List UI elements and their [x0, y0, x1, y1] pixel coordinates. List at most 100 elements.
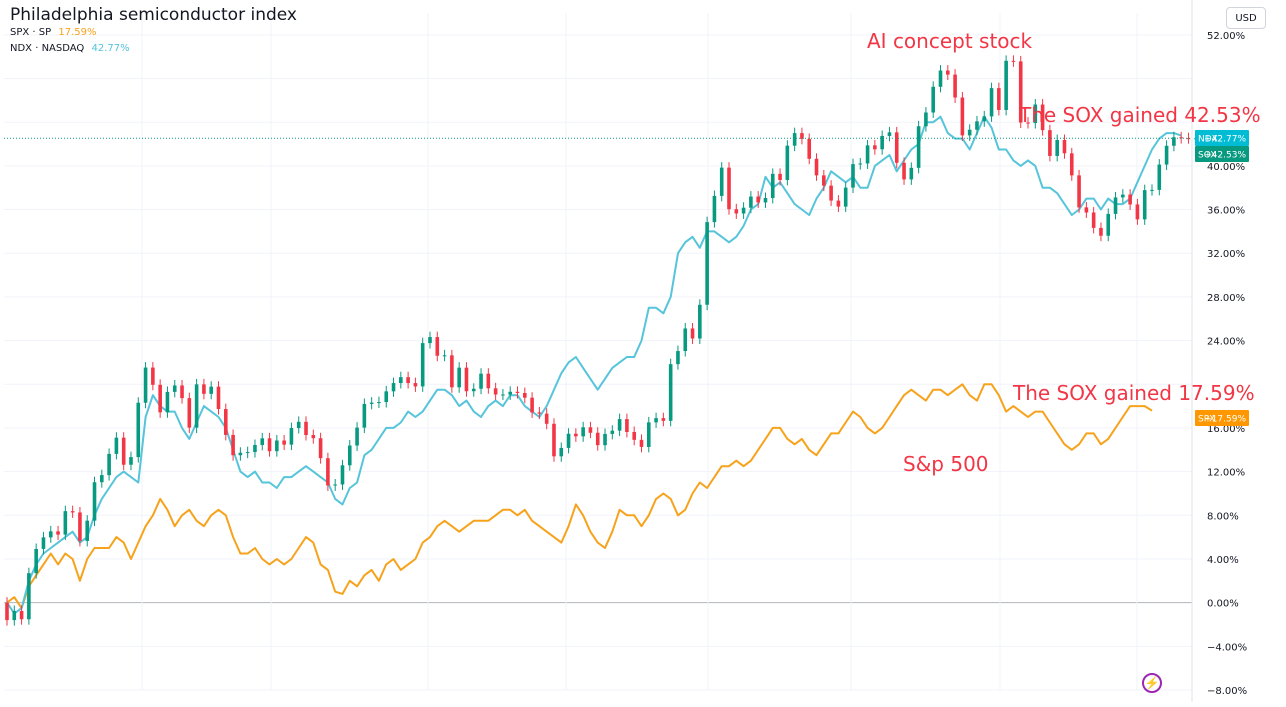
candle-body — [975, 121, 979, 130]
candle-body — [960, 97, 965, 136]
candle-body — [384, 391, 389, 403]
candle — [880, 130, 884, 155]
candle-body — [282, 440, 286, 445]
candle — [377, 396, 381, 409]
candle-body — [792, 133, 797, 146]
candle — [114, 432, 119, 460]
candle — [960, 92, 965, 141]
price-label-spx: SPX+17.59% — [1195, 410, 1249, 426]
candle-body — [1018, 61, 1023, 123]
candle — [778, 168, 782, 186]
candle-body — [100, 475, 104, 483]
candle — [1004, 55, 1008, 116]
candle — [1157, 159, 1162, 196]
legend-item-spx[interactable]: SPX · SP 17.59% — [10, 27, 96, 38]
candle — [238, 447, 243, 461]
candle-body — [683, 328, 688, 352]
candle-body — [165, 391, 170, 413]
candle-body — [690, 328, 695, 339]
candle — [916, 120, 921, 174]
candle-body — [216, 386, 221, 410]
candle-body — [260, 438, 265, 445]
y-tick-label: 12.00% — [1207, 468, 1245, 479]
candle-body — [1150, 189, 1154, 191]
candle-body — [223, 409, 228, 435]
candle — [894, 126, 899, 169]
candle — [471, 383, 476, 397]
candle-body — [1004, 60, 1008, 110]
price-label-value: +42.77% — [1204, 135, 1246, 145]
candle-body — [515, 391, 520, 393]
y-tick-label: 32.00% — [1207, 249, 1245, 260]
legend-item-ndx[interactable]: NDX · NASDAQ 42.77% — [10, 43, 130, 54]
candle — [260, 432, 265, 451]
candle — [479, 368, 483, 395]
candle — [1033, 99, 1038, 129]
candle-body — [413, 383, 418, 387]
candle-body — [19, 610, 24, 620]
candle — [822, 169, 826, 192]
candle-body — [457, 367, 461, 388]
price-label-sox: SOX+42.53% — [1195, 146, 1249, 162]
candle-body — [1011, 60, 1016, 62]
candle — [975, 115, 979, 136]
candle-body — [267, 438, 272, 452]
candle-body — [1040, 104, 1045, 131]
candle — [982, 110, 987, 127]
candle — [165, 386, 170, 418]
candle-body — [399, 377, 403, 384]
candle — [1018, 55, 1023, 128]
candle-body — [143, 367, 148, 403]
candle — [1172, 131, 1176, 152]
candle — [369, 397, 374, 410]
candle-body — [997, 88, 1001, 110]
candle-body — [1055, 139, 1059, 156]
price-label-bg — [1195, 130, 1249, 146]
candle — [727, 162, 731, 215]
candle — [741, 202, 746, 219]
candle-body — [428, 337, 432, 344]
chart-title: Philadelphia semiconductor index — [10, 5, 297, 25]
candle — [457, 362, 461, 393]
candle-body — [1142, 190, 1147, 220]
candle-body — [1099, 227, 1103, 236]
candle — [92, 476, 97, 527]
candle — [1048, 124, 1052, 162]
candle — [1040, 99, 1045, 136]
candle — [661, 412, 666, 427]
candle — [712, 190, 717, 228]
candle-body — [646, 422, 651, 447]
candle — [807, 133, 812, 165]
candle — [107, 448, 111, 481]
candle-body — [1113, 197, 1118, 214]
candle — [953, 69, 957, 103]
candle-body — [1026, 122, 1030, 124]
candle — [1106, 208, 1111, 242]
candle-body — [749, 196, 753, 208]
candle-body — [603, 433, 607, 446]
lightning-bolt-icon[interactable]: ⚡ — [1142, 673, 1162, 693]
candle — [326, 452, 330, 491]
grid-lines — [4, 13, 1192, 691]
candle — [253, 439, 257, 458]
legend-symbol: NDX · NASDAQ — [10, 43, 85, 54]
candle-body — [639, 439, 644, 447]
candle-body — [909, 167, 914, 180]
candle-body — [523, 392, 527, 398]
candle — [909, 162, 914, 185]
candle-body — [289, 428, 294, 445]
candle — [428, 331, 432, 349]
candle — [668, 358, 673, 427]
candle — [523, 387, 527, 404]
candle — [1062, 134, 1067, 159]
currency-button[interactable]: USD — [1226, 7, 1266, 29]
candle-body — [1106, 213, 1111, 236]
candle — [588, 421, 593, 439]
candle-body — [916, 126, 921, 168]
candle — [639, 434, 644, 453]
candle-body — [78, 512, 82, 541]
candle-body — [355, 427, 359, 446]
candle — [41, 531, 46, 555]
